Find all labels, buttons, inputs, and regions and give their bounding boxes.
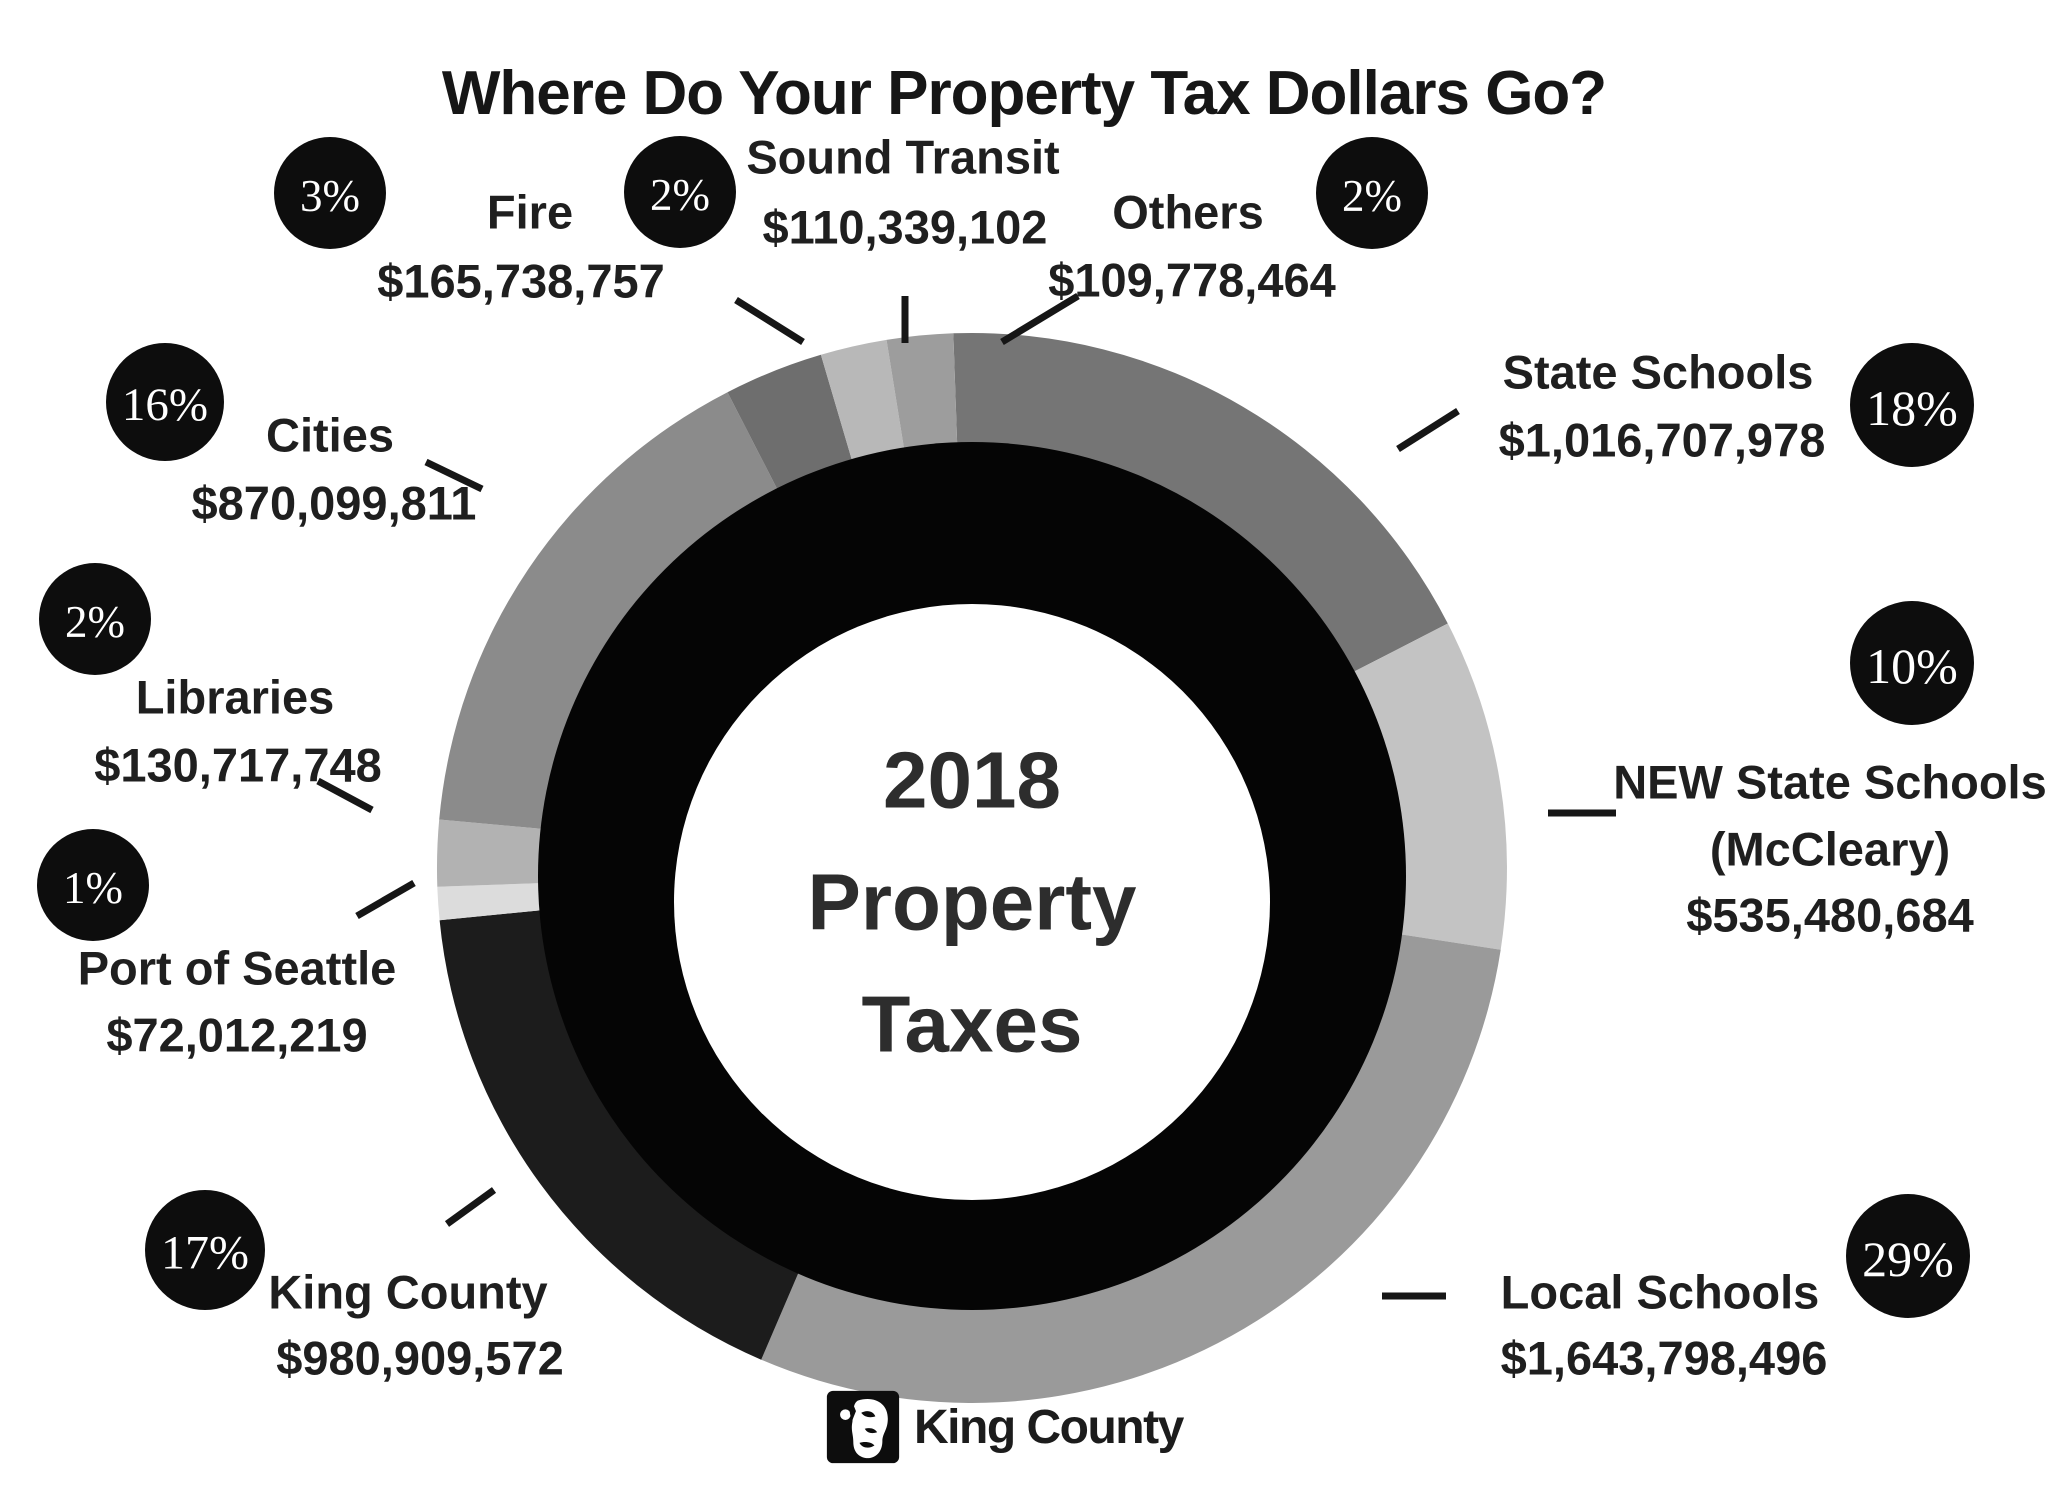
center-label-line2: Property bbox=[808, 858, 1137, 947]
percent-text-libraries: 2% bbox=[65, 597, 125, 647]
segment-label-new-state-schools-mccleary: (McCleary) bbox=[1710, 823, 1950, 876]
percent-badge-king-county bbox=[145, 1190, 265, 1310]
segment-label-cities: Cities bbox=[266, 409, 394, 462]
segment-amount-state-schools: $1,016,707,978 bbox=[1499, 414, 1826, 467]
percent-text-state-schools: 18% bbox=[1866, 380, 1958, 436]
segment-amount-port-of-seattle: $72,012,219 bbox=[106, 1009, 367, 1062]
percent-text-new-state-schools-mccleary: 10% bbox=[1866, 638, 1958, 694]
leader-line-fire bbox=[734, 297, 805, 345]
segment-amount-new-state-schools-mccleary: $535,480,684 bbox=[1686, 889, 1974, 942]
percent-text-cities: 16% bbox=[122, 379, 208, 431]
percent-badge-fire bbox=[274, 137, 386, 249]
percent-badge-state-schools bbox=[1850, 343, 1974, 467]
footer-brand: King County bbox=[826, 1390, 1184, 1464]
percent-text-fire: 3% bbox=[300, 171, 360, 221]
segment-state-schools bbox=[953, 332, 1448, 679]
segment-sound-transit bbox=[820, 339, 906, 470]
segment-new-state-schools-mccleary bbox=[1341, 623, 1507, 950]
segment-others bbox=[886, 333, 958, 459]
leader-line-others bbox=[1000, 293, 1080, 345]
percent-text-others: 2% bbox=[1342, 171, 1402, 221]
leader-line-port-of-seattle bbox=[355, 879, 416, 920]
leader-line-state-schools bbox=[1396, 408, 1460, 452]
center-label-line3: Taxes bbox=[862, 980, 1083, 1069]
segment-label-others: Others bbox=[1112, 186, 1264, 239]
segment-amount-king-county: $980,909,572 bbox=[276, 1332, 564, 1385]
percent-badge-local-schools bbox=[1846, 1194, 1970, 1318]
percent-badge-port-of-seattle bbox=[37, 829, 149, 941]
percent-badge-sound-transit bbox=[624, 136, 736, 248]
segment-label-sound-transit: Sound Transit bbox=[746, 131, 1060, 184]
percent-badge-cities bbox=[106, 343, 224, 461]
percent-text-port-of-seattle: 1% bbox=[63, 863, 123, 913]
segment-libraries bbox=[436, 819, 559, 887]
segment-fire bbox=[727, 354, 855, 499]
percent-badge-others bbox=[1316, 137, 1428, 249]
segment-cities bbox=[439, 392, 783, 831]
leader-line-libraries bbox=[316, 777, 374, 814]
center-label-line1: 2018 bbox=[883, 736, 1061, 825]
percent-badge-new-state-schools-mccleary bbox=[1850, 601, 1974, 725]
chart-title: Where Do Your Property Tax Dollars Go? bbox=[441, 58, 1607, 128]
footer-brand-text: King County bbox=[914, 1400, 1184, 1454]
segment-label-local-schools: Local Schools bbox=[1501, 1266, 1820, 1319]
segment-amount-libraries: $130,717,748 bbox=[94, 739, 382, 792]
segment-amount-local-schools: $1,643,798,496 bbox=[1501, 1332, 1828, 1385]
percent-text-sound-transit: 2% bbox=[650, 170, 710, 220]
segment-amount-cities: $870,099,811 bbox=[192, 477, 477, 530]
percent-text-local-schools: 29% bbox=[1862, 1231, 1954, 1287]
percent-badge-libraries bbox=[39, 563, 151, 675]
donut-center-circle bbox=[674, 604, 1270, 1200]
segment-label-libraries: Libraries bbox=[136, 671, 335, 724]
leader-line-king-county bbox=[444, 1187, 497, 1227]
segment-amount-others: $109,778,464 bbox=[1048, 254, 1336, 307]
segment-amount-sound-transit: $110,339,102 bbox=[763, 201, 1048, 254]
segment-label-king-county: King County bbox=[268, 1266, 547, 1319]
segment-label-state-schools: State Schools bbox=[1503, 346, 1814, 399]
segment-label-fire: Fire bbox=[487, 186, 573, 239]
king-county-logo-icon bbox=[826, 1390, 900, 1464]
segment-port-of-seattle bbox=[437, 882, 559, 921]
segment-label-new-state-schools-mccleary: NEW State Schools bbox=[1613, 756, 2047, 809]
segment-label-port-of-seattle: Port of Seattle bbox=[78, 942, 397, 995]
segment-amount-fire: $165,738,757 bbox=[377, 255, 665, 308]
percent-text-king-county: 17% bbox=[161, 1227, 249, 1280]
leader-line-cities bbox=[424, 458, 484, 493]
